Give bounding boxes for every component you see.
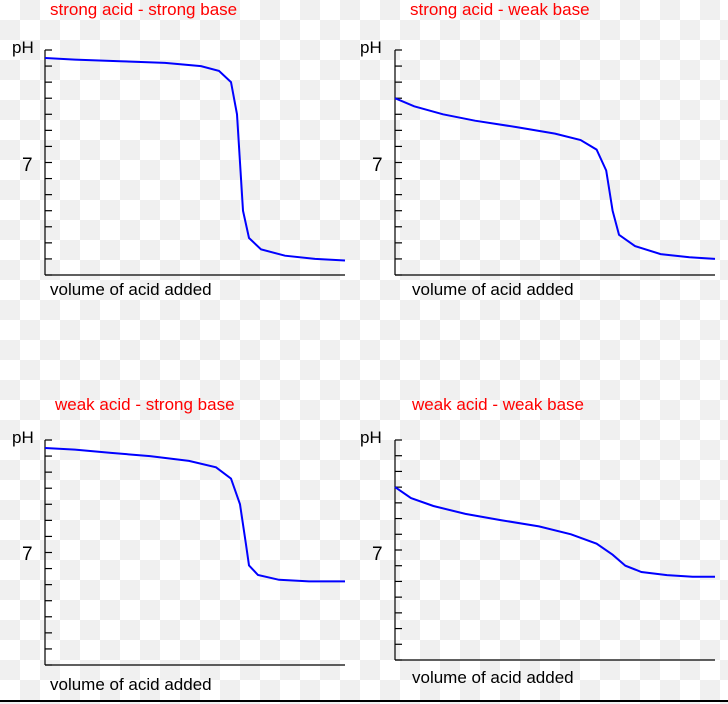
y-tick-7-label: 7: [22, 544, 33, 566]
x-axis-label: volume of acid added: [412, 668, 574, 688]
titration-curve: [45, 58, 345, 261]
y-tick-7-label: 7: [22, 155, 33, 177]
y-axis-label: pH: [360, 38, 382, 58]
x-axis-label: volume of acid added: [412, 280, 574, 300]
titration-curve: [395, 98, 715, 259]
y-tick-7-label: 7: [372, 544, 383, 566]
chart-title: strong acid - weak base: [410, 0, 590, 20]
chart-axes-svg: [395, 440, 715, 660]
chart-axes-svg: [395, 50, 715, 275]
axes-group: [395, 440, 715, 660]
y-axis-label: pH: [12, 38, 34, 58]
axes-group: [45, 440, 345, 665]
chart-title: weak acid - weak base: [412, 395, 584, 415]
chart-title: strong acid - strong base: [50, 0, 237, 20]
chart-axes-svg: [45, 50, 345, 275]
y-axis-label: pH: [360, 428, 382, 448]
y-tick-7-label: 7: [372, 155, 383, 177]
image-bottom-border: [0, 700, 728, 702]
y-axis-label: pH: [12, 428, 34, 448]
x-axis-label: volume of acid added: [50, 675, 212, 695]
axes-group: [45, 50, 345, 275]
titration-curve: [395, 487, 715, 577]
axes-group: [395, 50, 715, 275]
chart-title: weak acid - strong base: [55, 395, 235, 415]
chart-axes-svg: [45, 440, 345, 665]
titration-curve: [45, 448, 345, 581]
x-axis-label: volume of acid added: [50, 280, 212, 300]
